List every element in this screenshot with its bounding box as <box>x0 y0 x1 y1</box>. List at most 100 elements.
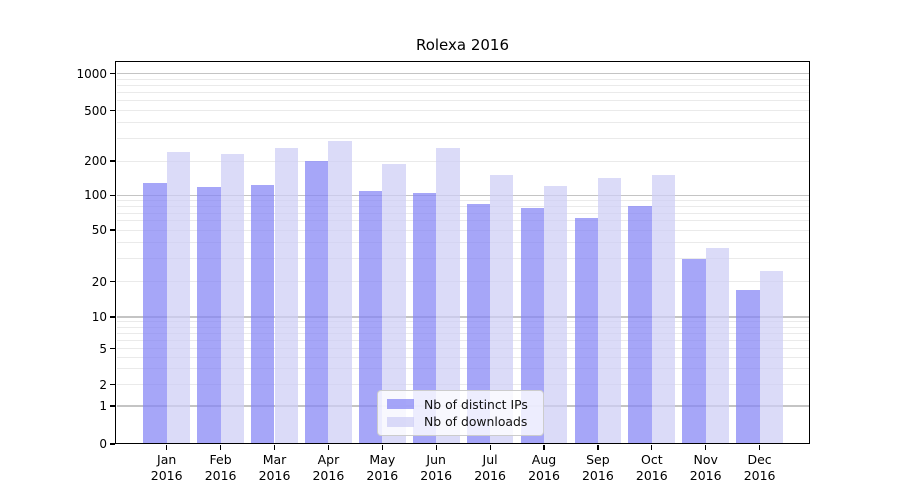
gridline <box>116 205 809 207</box>
y-tick-label: 2 <box>99 377 107 392</box>
x-tick-mark <box>597 445 599 450</box>
gridline <box>116 339 809 341</box>
y-tick-label: 100 <box>84 188 107 203</box>
x-tick-label: Nov 2016 <box>674 452 738 484</box>
legend-item-downloads: Nb of downloads <box>387 414 534 429</box>
x-tick-month: Jan <box>157 452 177 467</box>
bar-downloads-dec <box>759 271 783 444</box>
bar-distinct-ips-aug <box>520 208 544 444</box>
x-tick-mark <box>651 445 653 450</box>
x-tick-label: Jul 2016 <box>458 452 522 484</box>
x-tick-year: 2016 <box>366 468 399 483</box>
y-tick-mark <box>110 405 115 407</box>
gridline <box>116 72 809 75</box>
x-tick-year: 2016 <box>420 468 453 483</box>
y-tick-label: 5 <box>99 341 107 356</box>
bar-distinct-ips-apr <box>305 161 329 444</box>
x-tick-label: Aug 2016 <box>512 452 576 484</box>
bar-distinct-ips-may <box>358 190 383 444</box>
bar-downloads-nov <box>705 248 730 444</box>
bar-distinct-ips-jun <box>412 192 437 444</box>
x-tick-label: Jan 2016 <box>135 452 199 484</box>
bar-downloads-sep <box>597 177 622 444</box>
x-tick-year: 2016 <box>474 468 506 483</box>
gridline <box>116 84 809 86</box>
x-tick-month: May <box>369 452 396 467</box>
y-tick-label: 20 <box>91 274 107 289</box>
gridline <box>116 110 809 112</box>
gridline <box>116 212 809 214</box>
x-tick-month: Mar <box>262 452 287 467</box>
x-tick-year: 2016 <box>150 468 183 483</box>
y-tick-label: 500 <box>84 103 107 118</box>
x-tick-mark <box>273 445 276 450</box>
x-tick-label: Jun 2016 <box>404 452 468 484</box>
bar-downloads-feb <box>220 153 244 444</box>
y-tick-mark <box>110 316 115 318</box>
x-tick-mark <box>489 445 491 450</box>
x-tick-label: Sep 2016 <box>566 452 630 484</box>
x-tick-label: Feb 2016 <box>189 452 253 484</box>
x-tick-mark <box>543 445 545 450</box>
bar-distinct-ips-sep <box>574 217 598 444</box>
y-tick-mark <box>110 72 115 75</box>
x-tick-mark <box>220 445 222 450</box>
x-tick-label: Oct 2016 <box>620 452 684 484</box>
bar-distinct-ips-nov <box>682 258 706 444</box>
y-tick-mark <box>110 110 115 112</box>
x-tick-month: Aug <box>531 452 557 467</box>
bar-downloads-apr <box>328 140 352 444</box>
y-tick-mark <box>110 347 115 350</box>
gridline <box>116 332 809 334</box>
bar-downloads-mar <box>274 147 298 444</box>
gridline <box>116 220 809 222</box>
y-tick-label: 10 <box>91 310 107 324</box>
bar-downloads-jul <box>490 175 514 444</box>
gridline <box>116 281 809 282</box>
x-tick-year: 2016 <box>204 468 237 483</box>
bar-distinct-ips-jul <box>466 204 491 444</box>
gridline <box>116 229 809 231</box>
x-tick-year: 2016 <box>258 468 291 483</box>
gridline <box>116 92 809 94</box>
x-tick-year: 2016 <box>581 468 614 483</box>
legend-label-distinct-ips: Nb of distinct IPs <box>424 396 528 412</box>
x-tick-year: 2016 <box>743 468 776 483</box>
x-tick-month: Dec <box>747 452 772 467</box>
legend-swatch-downloads <box>387 416 414 427</box>
x-tick-mark <box>381 445 383 450</box>
x-tick-month: Nov <box>693 452 718 467</box>
x-tick-label: Apr 2016 <box>296 452 360 484</box>
x-tick-month: Jun <box>426 452 446 467</box>
x-tick-mark <box>435 445 437 450</box>
gridline <box>116 321 809 323</box>
x-tick-month: Feb <box>209 452 232 467</box>
y-tick-mark <box>110 443 115 445</box>
gridline <box>116 160 809 162</box>
bar-downloads-jan <box>166 152 191 444</box>
y-tick-label: 1000 <box>76 66 107 81</box>
bar-downloads-oct <box>651 175 676 444</box>
y-tick-mark <box>110 383 115 386</box>
gridline <box>116 384 809 385</box>
gridline <box>116 78 809 80</box>
gridline <box>116 368 809 370</box>
x-tick-label: Dec 2016 <box>728 452 792 484</box>
y-tick-mark <box>110 229 115 231</box>
x-tick-year: 2016 <box>528 468 560 483</box>
bar-distinct-ips-mar <box>251 185 275 444</box>
gridline <box>116 316 809 318</box>
bar-downloads-jun <box>436 148 460 444</box>
gridline <box>116 100 809 102</box>
x-tick-month: Apr <box>317 452 340 467</box>
gridline <box>116 326 809 328</box>
x-tick-label: Mar 2016 <box>243 452 307 484</box>
gridline <box>116 122 809 124</box>
gridline <box>116 356 809 358</box>
chart-title: Rolexa 2016 <box>415 36 510 54</box>
legend-label-downloads: Nb of downloads <box>424 414 528 430</box>
x-tick-year: 2016 <box>635 468 668 483</box>
gridline <box>116 200 809 202</box>
legend-swatch-distinct-ips <box>387 399 414 410</box>
